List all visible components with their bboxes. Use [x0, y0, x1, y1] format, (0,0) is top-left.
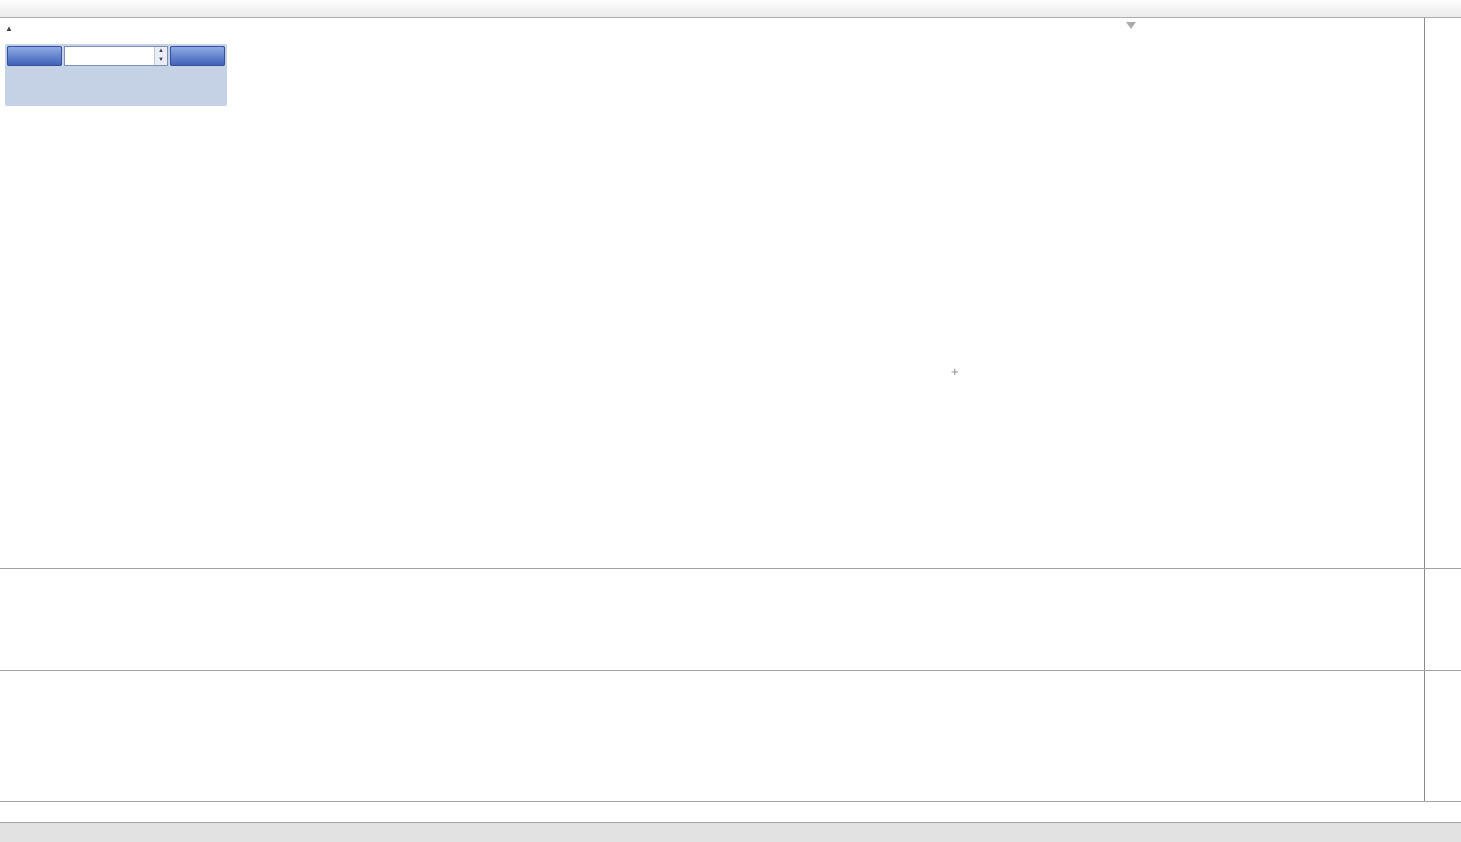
volume-box: ▲ ▼ [64, 46, 168, 66]
one-click-trade-panel: ▲ ▼ [5, 44, 227, 106]
price-badge [1425, 18, 1461, 22]
pane-separator[interactable] [0, 568, 1461, 569]
collapse-triangle-icon[interactable]: ▲ [5, 24, 13, 33]
chart-tabbar [0, 822, 1461, 842]
rsi-pane [0, 671, 1461, 801]
timeframe-toolbar [0, 0, 1461, 18]
crosshair-plus-icon: + [951, 364, 959, 379]
price-pane: ▲ ▲ ▼ [0, 18, 1461, 568]
buy-button[interactable] [170, 46, 225, 66]
pane-separator[interactable] [0, 801, 1461, 802]
macd-scale [1424, 569, 1461, 670]
rsi-scale [1424, 671, 1461, 801]
shift-triangle-icon[interactable] [1126, 22, 1136, 29]
sell-button[interactable] [7, 46, 62, 66]
pane-separator[interactable] [0, 670, 1461, 671]
macd-pane [0, 569, 1461, 670]
date-axis[interactable] [0, 802, 1461, 822]
buy-price-button[interactable] [117, 68, 225, 104]
volume-spinner: ▲ ▼ [154, 47, 167, 65]
macd-chart[interactable] [0, 569, 1424, 670]
volume-up-icon[interactable]: ▲ [155, 47, 167, 56]
sell-price-button[interactable] [7, 68, 115, 104]
volume-input[interactable] [65, 49, 153, 65]
rsi-chart[interactable] [0, 671, 1424, 801]
volume-down-icon[interactable]: ▼ [155, 56, 167, 65]
price-scale[interactable] [1424, 18, 1461, 568]
chart-header: ▲ [5, 24, 44, 33]
